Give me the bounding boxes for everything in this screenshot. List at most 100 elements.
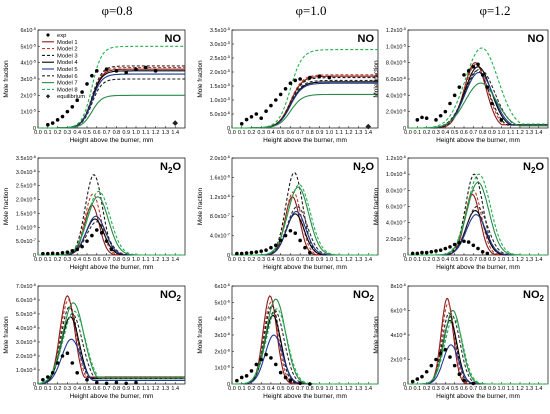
model-curve-6 <box>37 313 185 385</box>
x-tick-label: 0.4 <box>73 257 81 263</box>
x-tick-label: 0.1 <box>414 386 422 392</box>
species-label: NO <box>358 33 375 45</box>
chart-panel-7: 0.0 0.1 0.2 0.3 0.4 0.5 0.6 0.7 0.8 0.9 1.0 1.1 1.2 1… <box>3 282 186 400</box>
exp-point <box>259 116 264 120</box>
exp-point <box>452 242 457 247</box>
exp-point <box>298 77 302 81</box>
column-title-phi-1-2: φ=1.2 <box>479 3 510 18</box>
y-tick-label: 1x10-5 <box>21 108 37 116</box>
x-tick-label: 0.7 <box>296 130 304 136</box>
exp-point <box>70 104 75 109</box>
x-tick-label: 0.6 <box>460 257 468 263</box>
exp-point <box>249 250 254 255</box>
x-tick-label: 0.0 <box>34 257 42 263</box>
x-tick-label: 0.6 <box>287 130 295 136</box>
x-tick-label: 0.9 <box>316 257 324 263</box>
model-curve-6 <box>408 314 548 385</box>
x-tick-label: 0.7 <box>470 130 478 136</box>
model-curve-4 <box>232 81 378 129</box>
x-tick-label: 1.4 <box>535 257 543 263</box>
x-tick-label: 0.1 <box>238 386 246 392</box>
y-tick-label: 4x10-6 <box>391 331 407 339</box>
chart-panel-3: 0.0 0.1 0.2 0.3 0.4 0.5 0.6 0.7 0.8 0.9 1.0 1.1 1.2 1… <box>373 26 549 144</box>
exp-point <box>420 115 424 120</box>
exp-point <box>104 381 109 386</box>
y-tick-label: 7.0x10-6 <box>16 282 37 290</box>
x-tick-label: 1.2 <box>152 257 160 263</box>
legend-label: Model 5 <box>57 67 78 73</box>
y-tick-label: 2.0x10-6 <box>16 196 37 204</box>
exp-point <box>429 249 434 254</box>
y-tick-label: 6x10-6 <box>391 307 407 315</box>
exp-point <box>471 243 476 248</box>
x-tick-label: 1.1 <box>507 386 515 392</box>
species-label: NO <box>528 33 545 45</box>
exp-point <box>424 369 429 374</box>
x-tick-label: 0.9 <box>122 257 130 263</box>
exp-point <box>50 251 55 256</box>
exp-point <box>235 378 239 383</box>
y-tick-label: 2x10-6 <box>215 347 231 355</box>
exp-point <box>153 69 158 73</box>
x-tick-label: 1.1 <box>507 257 515 263</box>
y-tick-label: 2.0x10-6 <box>386 108 407 116</box>
model-curve-7 <box>37 302 185 385</box>
model-curve-8 <box>232 184 378 256</box>
x-tick-label: 0.5 <box>83 130 91 136</box>
exp-point <box>452 363 457 368</box>
x-tick-label: 0.7 <box>470 257 478 263</box>
x-tick-label: 1.1 <box>142 130 150 136</box>
exp-point <box>254 362 259 367</box>
x-tick-label: 1.1 <box>335 130 343 136</box>
exp-point <box>462 378 466 383</box>
exp-point <box>144 65 148 70</box>
x-tick-label: 0.8 <box>113 386 121 392</box>
y-tick-label: 1.2x10-6 <box>210 193 231 201</box>
y-tick-label: 5.0x10-6 <box>16 310 37 318</box>
column-title-phi-1-0: φ=1.0 <box>295 3 326 18</box>
plot-frame <box>37 157 186 256</box>
x-tick-label: 1.0 <box>498 386 506 392</box>
exp-point <box>249 369 254 373</box>
x-tick-label: 0.8 <box>479 386 487 392</box>
y-tick-label: 3.5x10-6 <box>16 154 37 162</box>
exp-point <box>70 249 75 253</box>
x-tick-label: 1.2 <box>516 257 524 263</box>
species-label: NO <box>165 33 182 45</box>
exp-point <box>457 85 462 89</box>
x-tick-label: 0.1 <box>44 130 52 136</box>
y-axis-label: Mole fraction <box>373 188 380 226</box>
x-tick-label: 1.4 <box>364 257 372 263</box>
model-curve-3 <box>408 312 548 385</box>
x-tick-label: 0.2 <box>54 386 62 392</box>
x-axis-label: Height above the burner, mm <box>70 393 154 400</box>
y-tick-label: 3x10-6 <box>215 331 231 339</box>
x-tick-label: 0.2 <box>54 130 62 136</box>
y-tick-label: 0 <box>403 126 406 132</box>
x-tick-label: 1.2 <box>345 130 353 136</box>
exp-point <box>264 248 268 252</box>
exp-point <box>254 112 259 116</box>
exp-point <box>410 251 415 256</box>
x-axis-label: Height above the burner, mm <box>263 393 347 400</box>
legend-label: equilibrium <box>57 94 85 100</box>
exp-point <box>443 109 448 114</box>
equilibrium-marker <box>172 120 179 126</box>
exp-point <box>65 250 70 255</box>
x-tick-label: 0.1 <box>414 257 422 263</box>
exp-point <box>415 377 420 381</box>
x-tick-label: 1.3 <box>162 386 170 392</box>
x-tick-label: 1.4 <box>535 386 543 392</box>
y-tick-label: 3.0x10-6 <box>16 338 37 346</box>
chart-panel-6: 0.0 0.1 0.2 0.3 0.4 0.5 0.6 0.7 0.8 0.9 1.0 1.1 1.2 1… <box>373 154 549 271</box>
model-curve-2 <box>408 302 548 385</box>
x-tick-label: 0.4 <box>267 386 275 392</box>
exp-point <box>109 247 114 252</box>
model-curve-7 <box>38 94 185 129</box>
x-tick-label: 1.0 <box>132 130 140 136</box>
model-curve-7 <box>232 186 378 256</box>
x-tick-label: 0.8 <box>306 257 314 263</box>
exp-point <box>462 73 466 77</box>
y-tick-label: 2.0x10-5 <box>210 68 231 76</box>
